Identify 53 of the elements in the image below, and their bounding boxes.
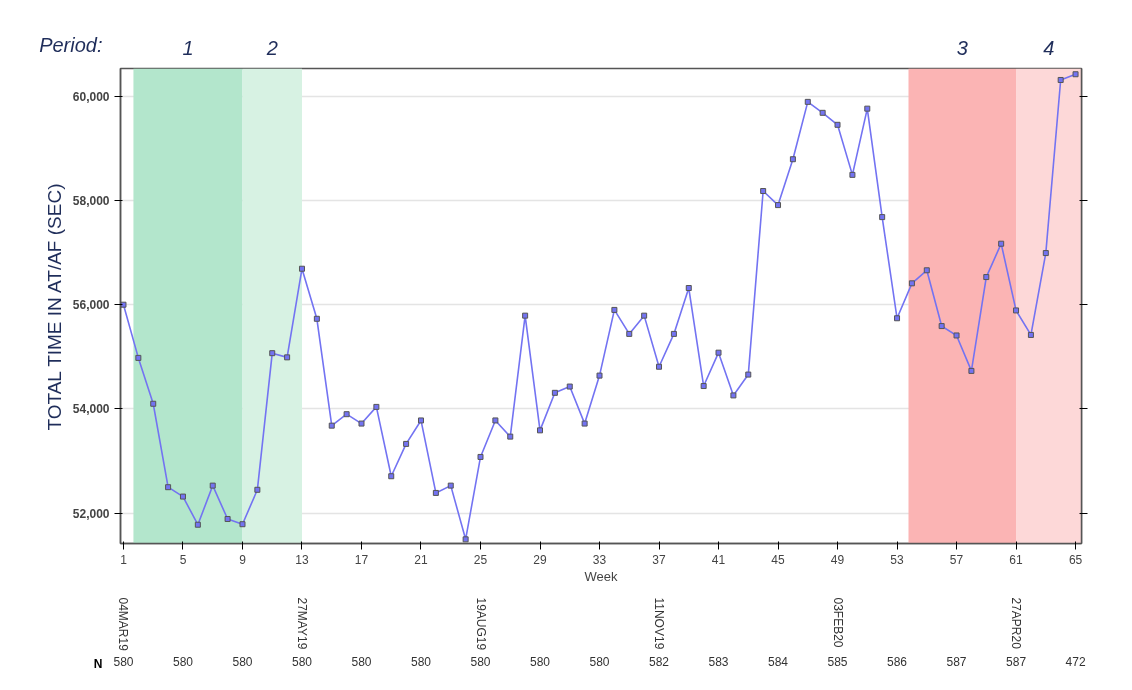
x-tick-label: 33 <box>592 552 607 567</box>
x-tick-label: 49 <box>830 552 845 567</box>
x-tick-label: 21 <box>414 552 428 567</box>
text: 580 <box>232 654 253 669</box>
text: 586 <box>887 654 908 669</box>
text: 585 <box>827 654 848 669</box>
y-axis-title: TOTAL TIME IN AT/AF (SEC) <box>43 183 65 431</box>
band-label: 4 <box>1043 36 1055 59</box>
text: 580 <box>470 654 491 669</box>
x-tick-label: 1 <box>120 552 128 567</box>
text: N <box>93 656 103 671</box>
x-tick-label: 65 <box>1068 552 1083 567</box>
y-tick-label: 58,000 <box>72 193 110 208</box>
x-tick-label: 53 <box>890 552 905 567</box>
text: 582 <box>649 654 670 669</box>
text: 580 <box>530 654 551 669</box>
text: 587 <box>1006 654 1027 669</box>
text: 584 <box>768 654 789 669</box>
y-tick-label: 60,000 <box>72 89 110 104</box>
text: 04MAR19 <box>116 597 131 652</box>
text: 580 <box>113 654 134 669</box>
x-tick-label: 17 <box>354 552 369 567</box>
x-tick-label: 41 <box>711 552 726 567</box>
band-label: 3 <box>956 36 968 59</box>
text: Period: <box>39 33 103 56</box>
text: 27MAY19 <box>294 597 309 650</box>
text: 587 <box>946 654 967 669</box>
text: 580 <box>351 654 372 669</box>
text: 583 <box>708 654 729 669</box>
text: 03FEB20 <box>830 597 845 648</box>
x-tick-label: 25 <box>473 552 488 567</box>
band-label: 1 <box>182 36 194 59</box>
y-tick-label: 52,000 <box>72 506 110 521</box>
x-tick-label: 57 <box>949 552 964 567</box>
x-tick-label: 45 <box>771 552 786 567</box>
band-label: 2 <box>265 36 278 59</box>
x-tick-label: 13 <box>295 552 309 567</box>
x-tick-label: 37 <box>652 552 667 567</box>
x-tick-label: 9 <box>239 552 247 567</box>
y-tick-label: 54,000 <box>72 402 110 417</box>
text: 11NOV19 <box>652 597 667 650</box>
text: 19AUG19 <box>473 597 488 651</box>
x-axis-title: Week <box>584 568 618 584</box>
text: 472 <box>1065 654 1086 669</box>
x-tick-label: 5 <box>179 552 187 567</box>
x-tick-label: 29 <box>533 552 548 567</box>
text: 580 <box>291 654 313 669</box>
text: 580 <box>410 654 432 669</box>
text: 580 <box>172 654 194 669</box>
y-tick-label: 56,000 <box>72 298 110 313</box>
x-tick-label: 61 <box>1009 552 1024 567</box>
text: 27APR20 <box>1009 597 1024 650</box>
text: 580 <box>589 654 610 669</box>
